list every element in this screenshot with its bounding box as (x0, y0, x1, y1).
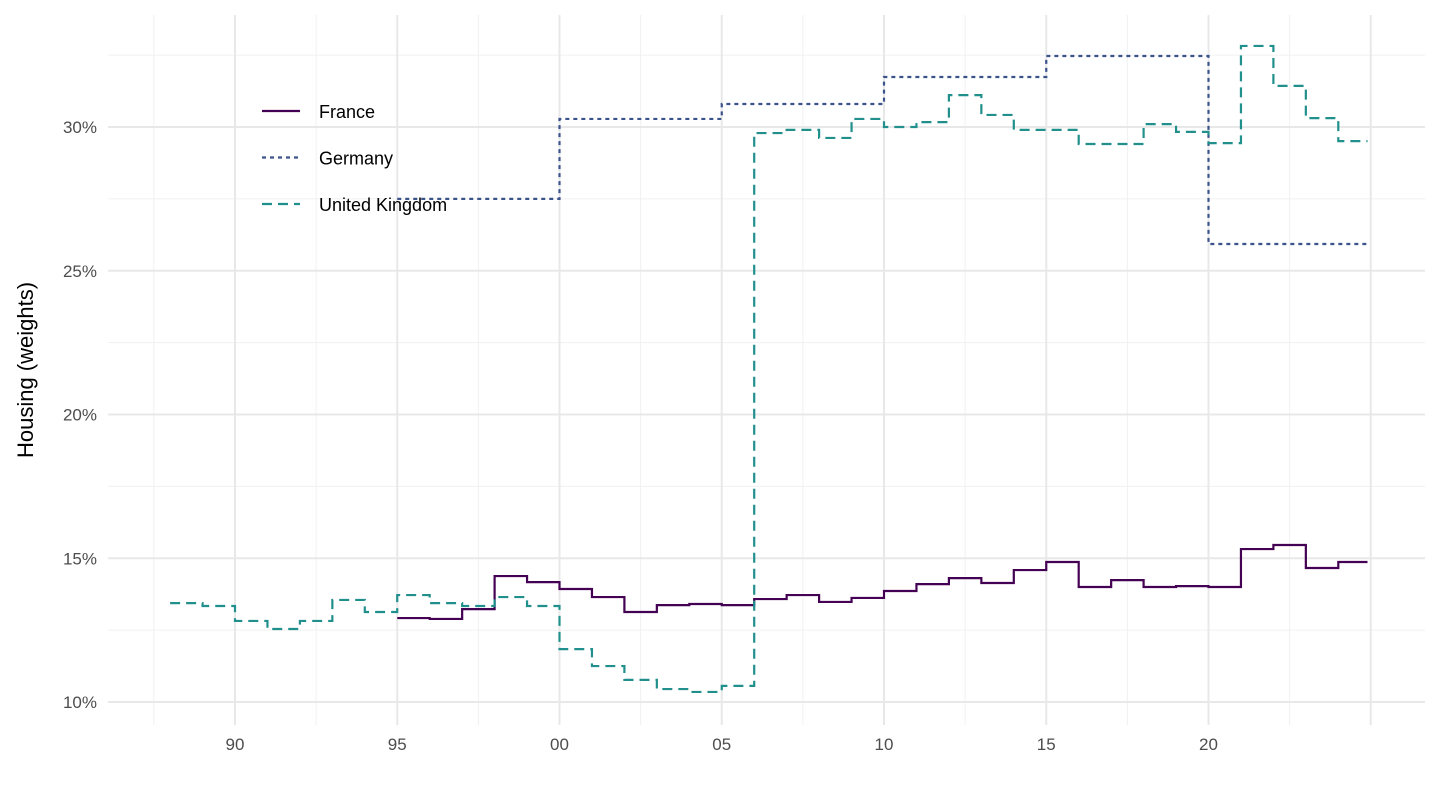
y-tick-label: 30% (63, 118, 97, 137)
x-tick-label: 20 (1199, 735, 1218, 754)
x-tick-label: 90 (226, 735, 245, 754)
x-axis: 90 95 00 05 10 15 20 (226, 735, 1218, 754)
x-tick-label: 95 (388, 735, 407, 754)
y-axis: 10% 15% 20% 25% 30% (63, 118, 97, 712)
y-tick-label: 25% (63, 262, 97, 281)
legend-label: Germany (319, 149, 393, 169)
series-line-united-kingdom (170, 44, 1368, 694)
series-lines (170, 44, 1368, 694)
y-tick-label: 20% (63, 406, 97, 425)
series-line-france (397, 543, 1368, 621)
legend: France Germany United Kingdom (262, 102, 447, 215)
x-tick-label: 05 (712, 735, 731, 754)
grid (108, 15, 1425, 725)
x-tick-label: 10 (875, 735, 894, 754)
y-tick-label: 15% (63, 549, 97, 568)
legend-label: France (319, 102, 375, 122)
x-tick-label: 00 (550, 735, 569, 754)
legend-label: United Kingdom (319, 195, 447, 215)
x-tick-label: 15 (1037, 735, 1056, 754)
y-tick-label: 10% (63, 693, 97, 712)
series-line-germany (397, 54, 1368, 246)
y-axis-label: Housing (weights) (13, 282, 38, 458)
